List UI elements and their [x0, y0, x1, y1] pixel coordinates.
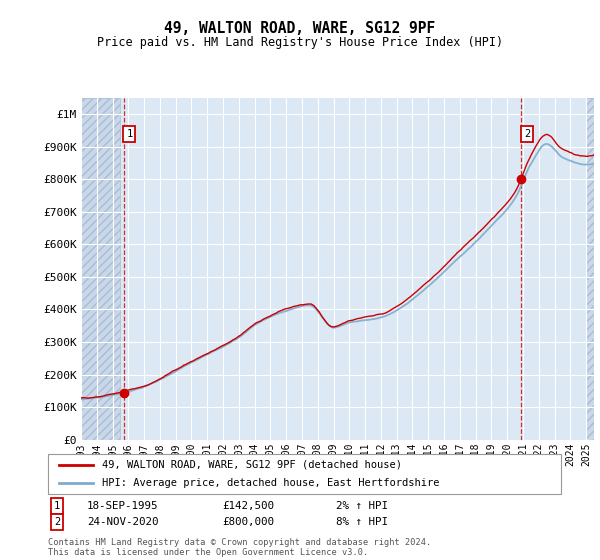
- Text: 49, WALTON ROAD, WARE, SG12 9PF (detached house): 49, WALTON ROAD, WARE, SG12 9PF (detache…: [102, 460, 402, 470]
- Text: 49, WALTON ROAD, WARE, SG12 9PF: 49, WALTON ROAD, WARE, SG12 9PF: [164, 21, 436, 36]
- Text: 1: 1: [127, 129, 133, 139]
- Text: Contains HM Land Registry data © Crown copyright and database right 2024.
This d: Contains HM Land Registry data © Crown c…: [48, 538, 431, 557]
- Text: 1: 1: [54, 501, 60, 511]
- Bar: [81, 98, 121, 440]
- Text: 24-NOV-2020: 24-NOV-2020: [87, 517, 158, 527]
- Text: Price paid vs. HM Land Registry's House Price Index (HPI): Price paid vs. HM Land Registry's House …: [97, 36, 503, 49]
- Text: £142,500: £142,500: [222, 501, 274, 511]
- Text: 18-SEP-1995: 18-SEP-1995: [87, 501, 158, 511]
- Text: 2: 2: [54, 517, 60, 527]
- Text: 2: 2: [524, 129, 530, 139]
- Text: £800,000: £800,000: [222, 517, 274, 527]
- Text: 8% ↑ HPI: 8% ↑ HPI: [336, 517, 388, 527]
- Text: HPI: Average price, detached house, East Hertfordshire: HPI: Average price, detached house, East…: [102, 478, 439, 488]
- Bar: [81, 98, 121, 440]
- Text: 2% ↑ HPI: 2% ↑ HPI: [336, 501, 388, 511]
- Bar: [586, 98, 594, 440]
- Bar: [586, 98, 594, 440]
